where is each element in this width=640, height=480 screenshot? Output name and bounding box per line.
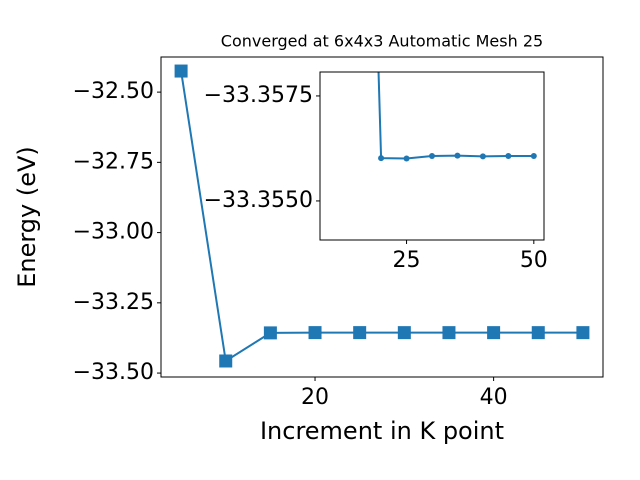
y-tick-label: −33.50 <box>73 360 154 385</box>
marker <box>263 326 277 340</box>
marker <box>308 326 322 340</box>
marker <box>531 326 545 340</box>
marker <box>442 326 456 340</box>
plot-content <box>377 72 537 162</box>
marker <box>487 326 501 340</box>
axes-frame <box>319 71 545 241</box>
chart-title: Converged at 6x4x3 Automatic Mesh 25 <box>221 32 543 51</box>
x-tick-label: 50 <box>520 248 548 273</box>
y-tick-label: −32.75 <box>73 149 154 174</box>
marker <box>403 155 410 162</box>
y-tick-label: −33.25 <box>73 290 154 315</box>
marker <box>219 354 233 368</box>
marker <box>479 153 486 160</box>
marker <box>378 155 385 162</box>
y-axis-label: Energy (eV) <box>13 146 41 288</box>
x-tick-label: 20 <box>301 385 329 410</box>
y-tick-label: −33.3575 <box>204 83 313 108</box>
series-line <box>377 72 534 160</box>
y-tick-label: −33.00 <box>73 220 154 245</box>
marker <box>429 153 435 159</box>
x-axis-label: Increment in K point <box>260 417 504 445</box>
x-tick-label: 25 <box>393 248 421 273</box>
marker <box>505 153 512 159</box>
marker <box>174 64 188 78</box>
x-tick-label: 40 <box>480 385 508 410</box>
plot-content <box>174 64 590 368</box>
series-line <box>180 70 583 363</box>
y-tick-label: −32.50 <box>73 79 154 104</box>
marker <box>530 153 537 159</box>
axes-frame <box>160 56 604 378</box>
y-tick-label: −33.3550 <box>204 188 313 213</box>
marker <box>576 326 590 340</box>
marker <box>353 326 367 340</box>
marker <box>454 152 461 159</box>
marker <box>397 326 411 340</box>
